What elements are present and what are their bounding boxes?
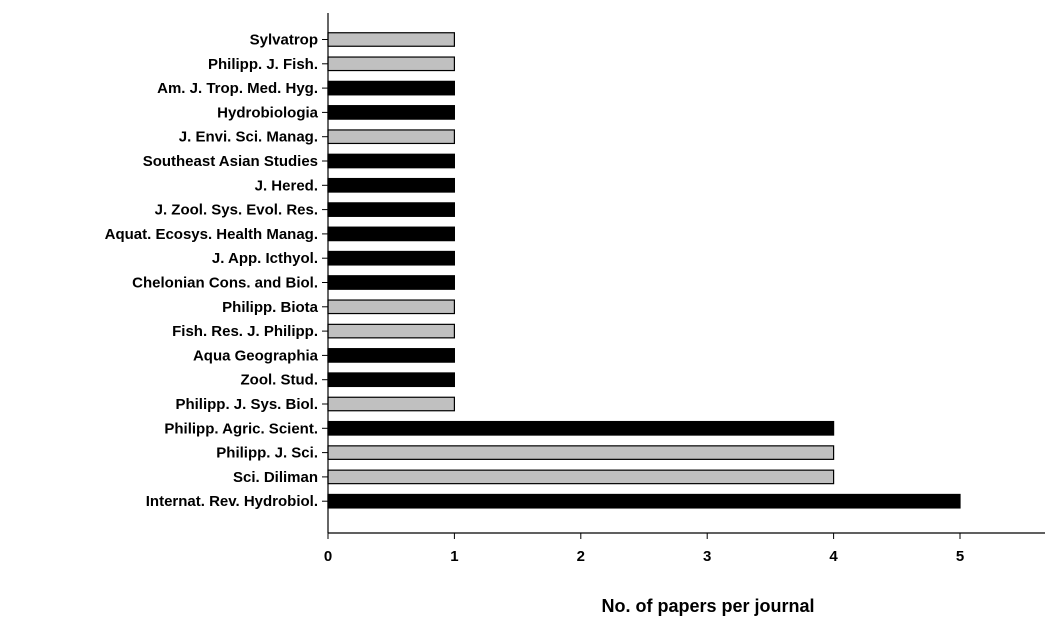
bar [328, 324, 454, 338]
category-label: Sylvatrop [250, 32, 318, 49]
category-label: Philipp. Agric. Scient. [164, 420, 318, 437]
bar [328, 470, 834, 484]
category-labels: Sylvatrop Philipp. J. Fish. Am. J. Trop. M… [105, 32, 319, 511]
bar [328, 179, 454, 193]
bar [328, 203, 454, 217]
bar [328, 251, 454, 265]
bar [328, 57, 454, 71]
x-tick-labels: 0 1 2 3 4 5 [324, 548, 964, 565]
bar [328, 130, 454, 144]
category-label: Chelonian Cons. and Biol. [132, 275, 318, 292]
category-label: Sci. Diliman [233, 469, 318, 486]
bar [328, 494, 960, 508]
x-axis-title: No. of papers per journal [601, 596, 814, 616]
category-label: Am. J. Trop. Med. Hyg. [157, 80, 318, 97]
bar [328, 349, 454, 363]
category-label: Hydrobiologia [217, 104, 318, 121]
category-label: Philipp. J. Sys. Biol. [175, 396, 318, 413]
category-label: Philipp. J. Sci. [216, 445, 318, 462]
bar [328, 106, 454, 120]
category-label: Philipp. Biota [222, 299, 318, 316]
x-tick-label: 0 [324, 548, 332, 565]
x-tick-label: 4 [829, 548, 838, 565]
category-label: Aquat. Ecosys. Health Manag. [105, 226, 318, 243]
bar [328, 81, 454, 95]
bar [328, 227, 454, 241]
category-label: J. Zool. Sys. Evol. Res. [155, 202, 318, 219]
bar [328, 446, 834, 460]
bar [328, 422, 834, 436]
bar [328, 300, 454, 314]
x-tick-label: 2 [577, 548, 585, 565]
category-label: Zool. Stud. [241, 372, 318, 389]
bars-layer [328, 33, 960, 508]
bar [328, 154, 454, 168]
x-tick-label: 5 [956, 548, 964, 565]
category-label: Aqua Geographia [193, 347, 319, 364]
category-label: Philipp. J. Fish. [208, 56, 318, 73]
category-label: J. Hered. [255, 177, 318, 194]
category-label: Southeast Asian Studies [143, 153, 318, 170]
bar [328, 33, 454, 47]
bar [328, 397, 454, 411]
x-tick-label: 3 [703, 548, 711, 565]
category-label: J. App. Icthyol. [212, 250, 318, 267]
bar [328, 373, 454, 387]
category-label: Internat. Rev. Hydrobiol. [146, 493, 318, 510]
bar [328, 276, 454, 290]
category-label: Fish. Res. J. Philipp. [172, 323, 318, 340]
x-tick-label: 1 [450, 548, 458, 565]
category-label: J. Envi. Sci. Manag. [179, 129, 318, 146]
